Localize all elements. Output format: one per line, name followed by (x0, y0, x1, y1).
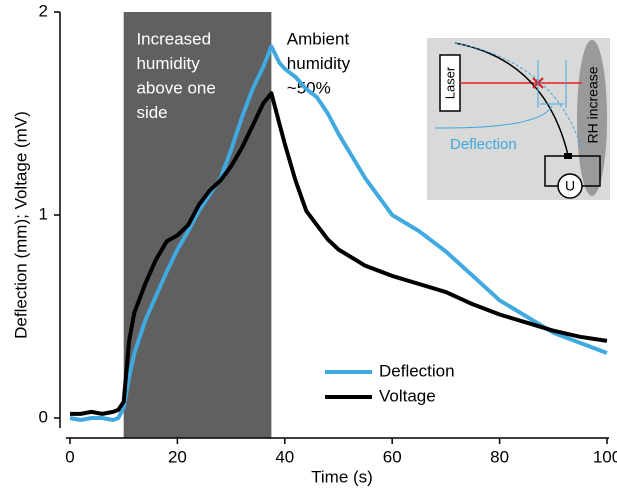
annotation: humidity (136, 54, 200, 73)
series-line (70, 91, 608, 416)
contact (564, 153, 572, 159)
deflection-arrow (435, 105, 553, 129)
y-tick-label: 0 (39, 407, 48, 426)
annotation: above one (136, 78, 215, 97)
x-tick-label: 60 (383, 447, 402, 466)
annotation: humidity (287, 54, 351, 73)
inset-label: U (565, 178, 575, 194)
annotation: Ambient (287, 29, 350, 48)
meter (557, 173, 583, 199)
cantilever-bent (454, 42, 583, 151)
x-tick-label: 40 (275, 447, 294, 466)
y-tick-label: 1 (39, 204, 48, 223)
annotation: Increased (136, 29, 211, 48)
x-tick-label: 0 (65, 447, 74, 466)
x-tick-label: 100 (593, 447, 617, 466)
x-axis-label: Time (s) (311, 467, 373, 486)
inset-label: Laser (442, 66, 457, 99)
inset-diagram: Laser Deflection RH increase U (427, 38, 610, 200)
legend-label: Deflection (379, 361, 455, 380)
y-tick-label: 2 (39, 1, 48, 20)
x-tick-label: 80 (490, 447, 509, 466)
annotation: side (136, 103, 167, 122)
y-axis-label: Deflection (mm); Voltage (mV) (11, 111, 30, 339)
legend-label: Voltage (379, 386, 436, 405)
annotation: ~50% (287, 78, 331, 97)
shaded-region (123, 12, 272, 438)
inset-label: Deflection (450, 136, 517, 153)
inset-label: RH increase (585, 66, 601, 143)
circuit (544, 155, 601, 187)
x-tick-label: 20 (168, 447, 187, 466)
